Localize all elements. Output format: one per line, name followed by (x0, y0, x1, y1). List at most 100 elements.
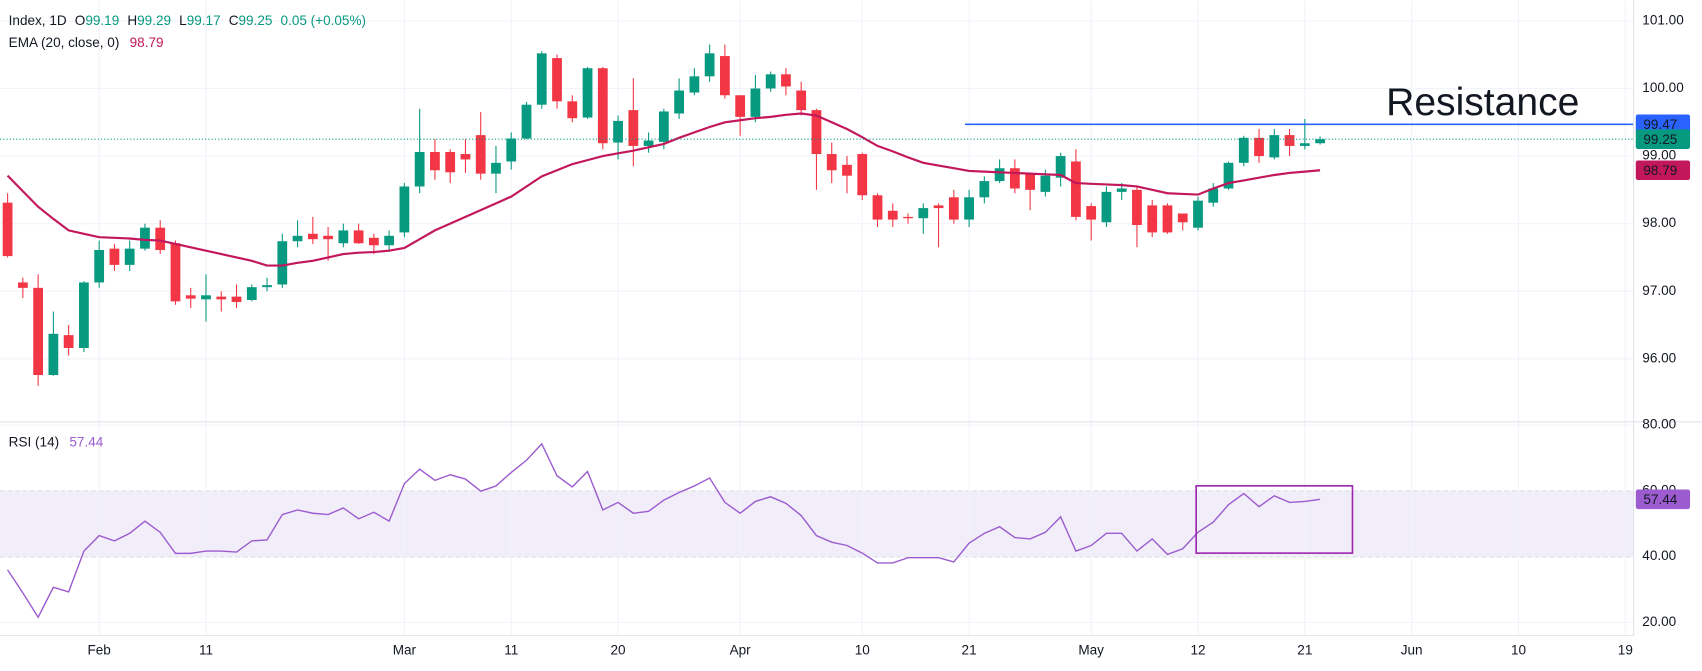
candle-body (750, 88, 761, 117)
x-tick-label: Mar (393, 642, 417, 657)
candle-body (155, 227, 166, 251)
candle-body (353, 230, 364, 244)
rsi-value: 57.44 (69, 434, 103, 449)
x-tick-label: 10 (855, 642, 870, 657)
y-tick-label: 80.00 (1642, 417, 1676, 432)
candle-body (63, 335, 74, 348)
candle-body (1177, 213, 1188, 223)
y-tick-label: 100.00 (1642, 80, 1683, 95)
price-tag (1635, 114, 1691, 135)
candle-body (246, 287, 257, 301)
candle-body (17, 282, 28, 288)
candle-body (521, 104, 532, 139)
candle-body (491, 162, 501, 174)
price-tag-label: 98.79 (1643, 163, 1677, 178)
candle-body (368, 237, 379, 246)
price-tag-label: 57.44 (1643, 492, 1677, 507)
candle-body (948, 197, 959, 220)
candle-body (643, 140, 654, 146)
candle-body (1299, 143, 1310, 146)
candle-body (918, 208, 929, 219)
candle-body (1223, 162, 1234, 189)
candle-body (613, 120, 623, 143)
axis-labels: 96.0097.0098.0099.00100.00101.0099.4799.… (87, 12, 1691, 657)
candle-body (796, 90, 807, 111)
ohlc-prefix: C (229, 13, 239, 28)
candle-body (781, 74, 791, 87)
close-value: 99.25 (239, 13, 273, 28)
candle-body (338, 230, 349, 244)
candle-body (1025, 173, 1036, 190)
ema-name: EMA (20, close, 0) (9, 35, 120, 50)
rsi-legend: RSI (14) 57.44 (9, 434, 104, 449)
candle-body (765, 74, 776, 89)
candle-body (674, 90, 684, 114)
candle-body (506, 138, 517, 162)
candle-body (170, 243, 181, 302)
y-tick-label: 40.00 (1642, 548, 1676, 563)
price-tag (1635, 489, 1691, 510)
candle-body (872, 195, 883, 220)
candle-body (94, 250, 105, 283)
candle-body (964, 197, 974, 220)
rsi-name: RSI (14) (9, 434, 59, 449)
x-tick-label: 10 (1511, 642, 1526, 657)
candle-body (1132, 189, 1142, 225)
candle-body (460, 154, 471, 160)
candle-body (185, 295, 196, 299)
candle-body (262, 285, 272, 288)
candle-body (1101, 191, 1112, 223)
high-value: 99.29 (137, 13, 171, 28)
price-tag-label: 99.25 (1643, 132, 1677, 147)
candle-body (903, 216, 913, 219)
candle-body (1040, 175, 1051, 192)
x-tick-label: 11 (504, 642, 518, 657)
candle-body (735, 95, 746, 117)
candle-body (887, 210, 898, 220)
candle-body (307, 233, 318, 240)
candle-body (414, 152, 425, 187)
candle-body (292, 235, 303, 242)
y-tick-label: 98.00 (1642, 215, 1676, 230)
candle-body (597, 68, 608, 144)
y-tick-label: 99.00 (1642, 148, 1676, 163)
annotation-label: Resistance (1386, 81, 1579, 124)
x-tick-label: 19 (1618, 642, 1633, 657)
candle-body (689, 76, 700, 93)
ohlc-prefix: L (179, 13, 187, 28)
candle-body (567, 101, 578, 119)
candle-body (1147, 205, 1158, 233)
candle-body (1116, 188, 1127, 192)
candle-body (1162, 205, 1173, 233)
x-tick-label: May (1078, 642, 1104, 657)
candle-body (475, 135, 486, 174)
y-tick-label: 101.00 (1642, 12, 1683, 27)
x-tick-label: Feb (87, 642, 110, 657)
y-tick-label: 20.00 (1642, 614, 1676, 629)
candle-body (842, 164, 852, 176)
candle-body (384, 235, 395, 246)
candle-body (704, 53, 715, 77)
open-value: 99.19 (85, 13, 119, 28)
candle-body (48, 333, 59, 376)
ema-value: 98.79 (130, 35, 164, 50)
candle-body (582, 68, 593, 118)
x-tick-label: 11 (199, 642, 213, 657)
candle-body (1284, 135, 1295, 146)
legend-header: Index, 1D O99.19 H99.29 L99.17 C99.25 0.… (9, 13, 366, 28)
x-tick-label: Jun (1401, 642, 1423, 657)
candle-body (826, 154, 837, 171)
ohlc-prefix: O (75, 13, 86, 28)
candle-body (201, 295, 211, 300)
candle-body (994, 168, 1005, 182)
candle-body (658, 111, 669, 142)
x-tick-label: 21 (1297, 642, 1312, 657)
candle-body (124, 248, 135, 265)
candle-body (216, 296, 227, 300)
candle-body (323, 235, 333, 240)
candle-body (1238, 137, 1249, 163)
x-tick-label: 12 (1190, 642, 1205, 657)
candle-body (277, 241, 288, 285)
candle-body (140, 227, 150, 249)
